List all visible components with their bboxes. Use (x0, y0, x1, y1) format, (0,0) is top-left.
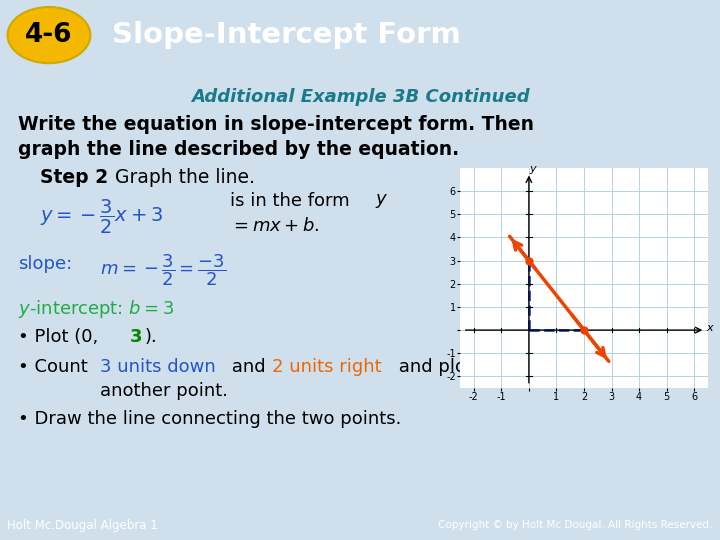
Text: Step 2: Step 2 (40, 168, 108, 187)
Text: ).: ). (145, 328, 158, 346)
Text: $y$: $y$ (375, 192, 388, 210)
Text: Holt Mc.Dougal Algebra 1: Holt Mc.Dougal Algebra 1 (7, 518, 158, 532)
Text: • Count: • Count (18, 358, 94, 376)
Text: $= mx + b.$: $= mx + b.$ (230, 217, 320, 235)
Text: 4-6: 4-6 (25, 22, 73, 48)
Text: 3: 3 (130, 328, 143, 346)
Text: Slope-Intercept Form: Slope-Intercept Form (112, 21, 460, 49)
Ellipse shape (8, 7, 91, 63)
Text: $y = -\dfrac{3}{2}x + 3$: $y = -\dfrac{3}{2}x + 3$ (40, 198, 163, 237)
Text: 2 units right: 2 units right (272, 358, 382, 376)
Text: y: y (529, 164, 536, 174)
Text: Graph the line.: Graph the line. (115, 168, 255, 187)
Text: $m = -\dfrac{3}{2} = \dfrac{-3}{2}$: $m = -\dfrac{3}{2} = \dfrac{-3}{2}$ (100, 252, 226, 288)
Text: Copyright © by Holt Mc Dougal. All Rights Reserved.: Copyright © by Holt Mc Dougal. All Right… (438, 520, 713, 530)
Text: another point.: another point. (100, 382, 228, 400)
Text: 3 units down: 3 units down (100, 358, 216, 376)
Text: is in the form: is in the form (230, 192, 350, 210)
Text: Additional Example 3B Continued: Additional Example 3B Continued (191, 88, 529, 106)
Text: and plot: and plot (393, 358, 473, 376)
Text: graph the line described by the equation.: graph the line described by the equation… (18, 140, 459, 159)
Text: $y$-intercept: $b = 3$: $y$-intercept: $b = 3$ (18, 298, 174, 320)
Text: • Draw the line connecting the two points.: • Draw the line connecting the two point… (18, 410, 401, 428)
Text: slope:: slope: (18, 255, 72, 273)
Text: and: and (226, 358, 271, 376)
Text: • Plot (0,: • Plot (0, (18, 328, 104, 346)
Text: x: x (706, 323, 713, 333)
Text: Write the equation in slope-intercept form. Then: Write the equation in slope-intercept fo… (18, 115, 534, 134)
